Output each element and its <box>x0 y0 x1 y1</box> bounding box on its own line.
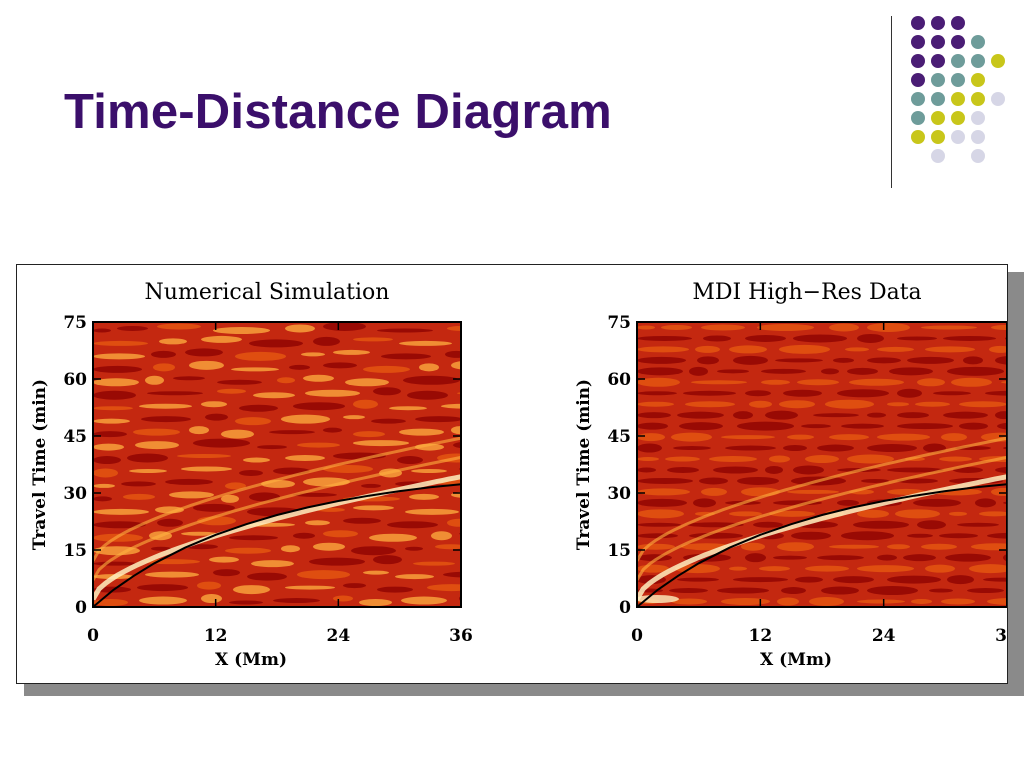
y-axis-label: Travel Time (min) <box>30 379 50 550</box>
decor-dot <box>971 92 985 106</box>
decor-dot <box>931 92 945 106</box>
decorative-dot-grid <box>911 16 1005 163</box>
x-tick-label: 24 <box>326 626 350 646</box>
decor-dot <box>971 149 985 163</box>
decor-dot <box>951 35 965 49</box>
decor-dot <box>971 54 985 68</box>
y-tick-label: 60 <box>63 370 87 390</box>
figure-panel: Numerical Simulation 0 12 24 36 0 15 30 45 60 75 X … <box>16 264 1008 684</box>
title-divider-line <box>891 16 892 188</box>
y-tick-label: 45 <box>607 427 631 447</box>
x-tick-label: 24 <box>872 626 896 646</box>
decor-dot <box>911 16 925 30</box>
decor-dot <box>951 130 965 144</box>
y-tick-label: 15 <box>607 541 631 561</box>
decor-dot <box>951 111 965 125</box>
x-axis-label: X (Mm) <box>760 650 832 670</box>
decor-dot <box>911 73 925 87</box>
y-tick-label: 0 <box>75 598 87 618</box>
decor-dot <box>931 111 945 125</box>
decor-dot <box>971 73 985 87</box>
y-tick-label: 15 <box>63 541 87 561</box>
decor-dot <box>951 73 965 87</box>
decor-dot <box>971 35 985 49</box>
travel-time-curve <box>92 483 462 608</box>
decor-dot <box>911 35 925 49</box>
decor-dot <box>931 54 945 68</box>
y-axis-label: Travel Time (min) <box>574 379 594 550</box>
y-tick-label: 45 <box>63 427 87 447</box>
decor-dot <box>911 54 925 68</box>
decor-dot <box>951 16 965 30</box>
decor-dot <box>971 111 985 125</box>
x-tick-label: 0 <box>631 626 643 646</box>
decor-dot <box>991 92 1005 106</box>
decor-dot <box>911 92 925 106</box>
y-tick-label: 30 <box>63 484 87 504</box>
chart-panel-1: Numerical Simulation 0 12 24 36 0 15 30 45 60 75 X … <box>30 280 473 670</box>
plot-frame <box>92 321 462 608</box>
decor-dot <box>971 130 985 144</box>
y-tick-label: 60 <box>607 370 631 390</box>
chart-title: MDI High−Res Data <box>692 280 921 305</box>
decor-dot <box>931 130 945 144</box>
y-tick-label: 30 <box>607 484 631 504</box>
plot-frame <box>636 321 1007 608</box>
decor-dot <box>911 130 925 144</box>
decor-dot <box>931 35 945 49</box>
decor-dot <box>951 54 965 68</box>
x-tick-label: 0 <box>87 626 99 646</box>
y-tick-label: 75 <box>607 313 631 333</box>
decor-dot <box>911 111 925 125</box>
decor-dot <box>931 16 945 30</box>
heatmap-image <box>93 322 461 607</box>
y-tick-label: 75 <box>63 313 87 333</box>
heatmap-image <box>637 322 1007 607</box>
time-distance-figure: Numerical Simulation 0 12 24 36 0 15 30 45 60 75 X … <box>30 280 1008 670</box>
x-tick-label: 12 <box>748 626 772 646</box>
travel-time-curve <box>636 483 1007 608</box>
decor-dot <box>951 92 965 106</box>
x-axis-label: X (Mm) <box>215 650 287 670</box>
slide-title: Time-Distance Diagram <box>64 85 612 139</box>
decor-dot <box>931 149 945 163</box>
chart-title: Numerical Simulation <box>145 280 390 305</box>
x-tick-label: 36 <box>995 626 1008 646</box>
chart-panel-2: MDI High−Res Data 0 12 24 36 0 15 30 45 60 75 X (Mm… <box>574 280 1008 670</box>
x-tick-label: 36 <box>449 626 473 646</box>
y-tick-label: 0 <box>619 598 631 618</box>
x-tick-label: 12 <box>204 626 228 646</box>
decor-dot <box>931 73 945 87</box>
decor-dot <box>991 54 1005 68</box>
